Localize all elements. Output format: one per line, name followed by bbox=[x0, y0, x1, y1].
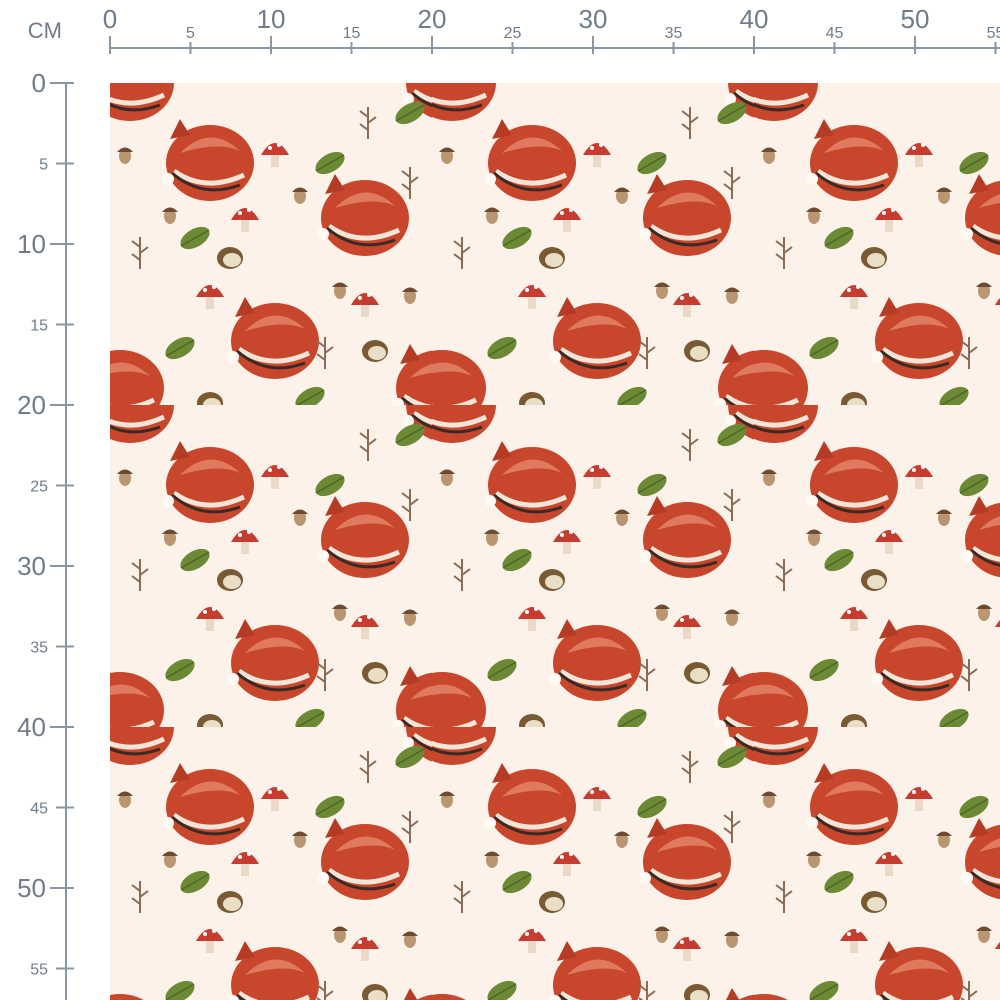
x-tick-label: 15 bbox=[343, 25, 361, 42]
y-tick-label: 40 bbox=[17, 712, 46, 742]
x-tick-label: 55 bbox=[987, 25, 1000, 42]
x-tick-label: 45 bbox=[826, 25, 844, 42]
y-tick-label: 25 bbox=[30, 479, 48, 496]
y-tick-label: 45 bbox=[30, 801, 48, 818]
x-tick-label: 20 bbox=[418, 4, 447, 34]
x-tick-label: 0 bbox=[103, 4, 117, 34]
x-tick-label: 30 bbox=[579, 4, 608, 34]
ruler-unit: CM bbox=[28, 18, 62, 43]
x-tick-label: 40 bbox=[740, 4, 769, 34]
y-tick-label: 0 bbox=[32, 68, 46, 98]
x-tick-label: 35 bbox=[665, 25, 683, 42]
y-tick-label: 5 bbox=[39, 157, 48, 174]
x-tick-label: 25 bbox=[504, 25, 522, 42]
x-tick-label: 10 bbox=[257, 4, 286, 34]
y-tick-label: 55 bbox=[30, 962, 48, 979]
y-tick-label: 35 bbox=[30, 640, 48, 657]
x-tick-label: 50 bbox=[901, 4, 930, 34]
y-tick-label: 30 bbox=[17, 551, 46, 581]
x-tick-label: 5 bbox=[186, 25, 195, 42]
y-tick-label: 50 bbox=[17, 873, 46, 903]
y-tick-label: 10 bbox=[17, 229, 46, 259]
y-tick-label: 15 bbox=[30, 318, 48, 335]
y-tick-label: 20 bbox=[17, 390, 46, 420]
fabric-pattern bbox=[110, 83, 1000, 1000]
